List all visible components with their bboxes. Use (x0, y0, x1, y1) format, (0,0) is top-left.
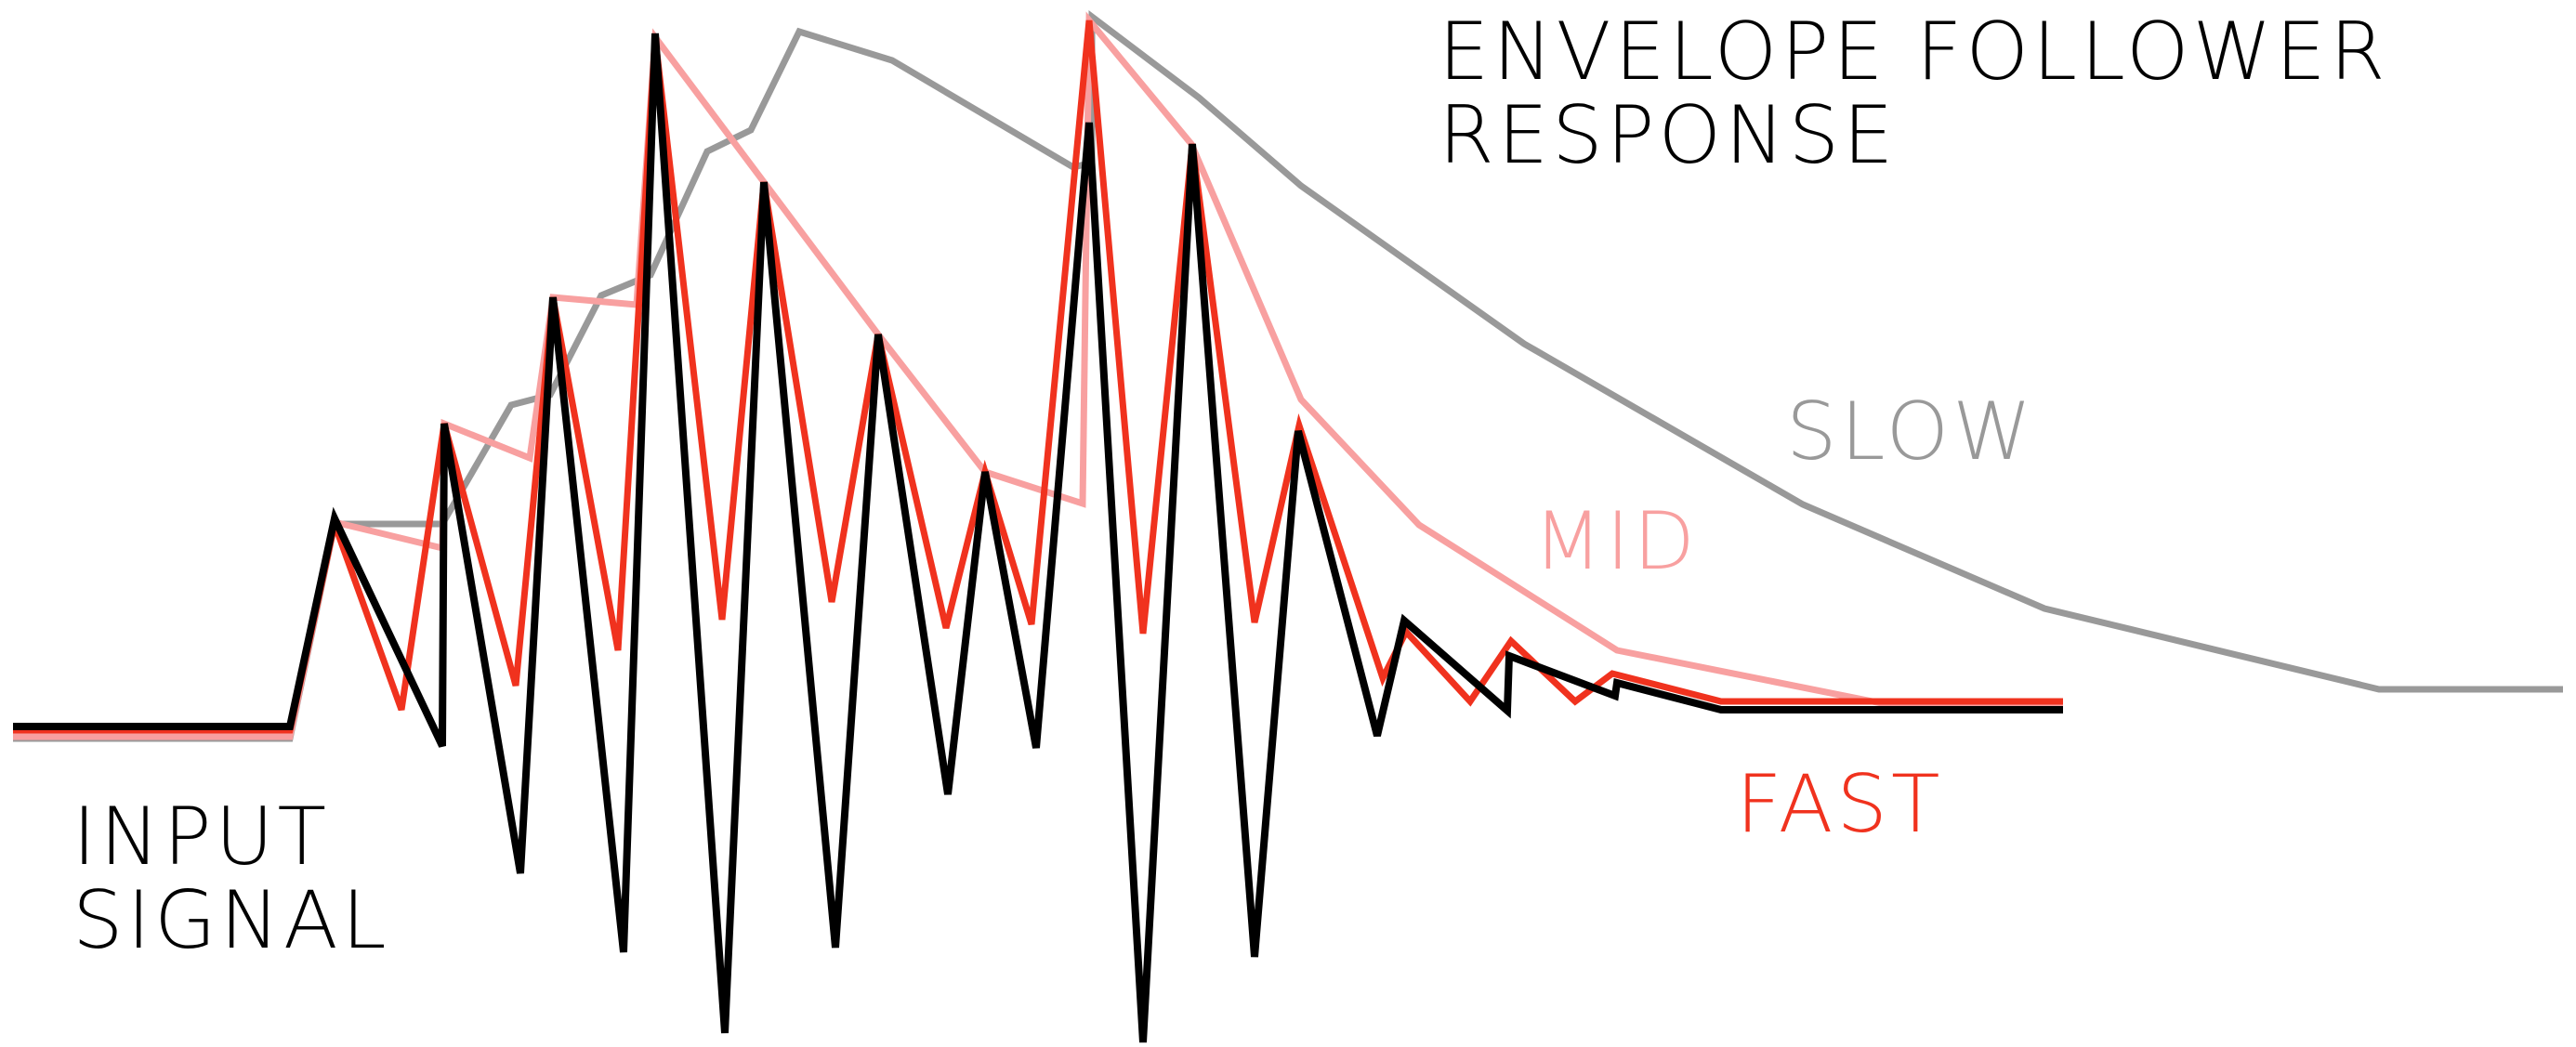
input-label-line-2: SIGNAL (72, 874, 390, 967)
fast-label: FAST (1736, 758, 1944, 851)
title-line-2: RESPONSE (1439, 89, 1898, 182)
input-signal-trace (13, 33, 2063, 1043)
mid-label: MID (1533, 495, 1699, 588)
input-label-line-1: INPUT (72, 791, 330, 883)
slow-label: SLOW (1786, 386, 2035, 478)
slow-envelope-trace (13, 9, 2563, 742)
title-line-1: ENVELOPE FOLLOWER (1439, 6, 2389, 98)
